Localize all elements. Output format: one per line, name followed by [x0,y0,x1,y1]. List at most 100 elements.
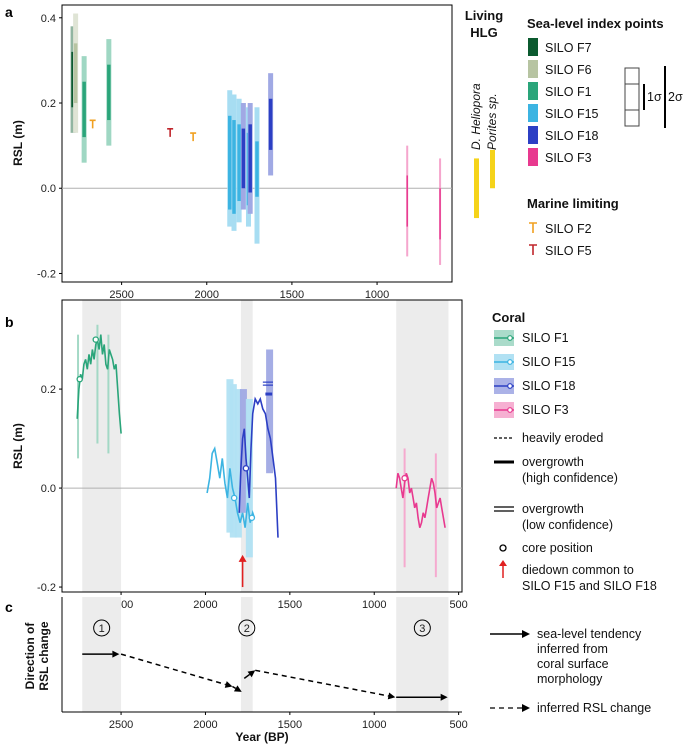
legend-swatch-f6 [528,60,538,78]
panel-c-shaded-interval [240,597,253,712]
legend-swatch-f1 [528,82,538,100]
inferred-change-arrow-head [387,692,396,700]
panel-c-xtick-label: 2500 [109,719,133,731]
panel-b-ytick-label: 0.2 [41,384,56,396]
series-line-f3 [395,472,446,528]
panel-a-chart: 0.4 0.2 0.0 -0.2 2500 2000 1500 1000 RSL (m) [11,4,453,301]
index-legend-title: Sea-level index points [527,16,664,31]
legend-tendency-arrowhead [522,630,530,638]
panel-a-xtick-label: 2500 [109,289,133,301]
sigma2-label: 2σ [668,90,683,104]
panel-a-xtick-label: 1500 [280,289,304,301]
legend-inferred-label: inferred RSL change [537,701,651,715]
panel-c-y-axis-label-2: RSL change [37,621,51,690]
coral-legend-label-f18: SILO F18 [522,379,576,393]
panel-a-ytick-label: 0.2 [41,98,56,110]
error-bar-f3 [403,448,406,568]
legend-marine-swatch-f2 [529,222,537,233]
series-line-f15 [206,446,256,528]
core-position-f15 [230,494,238,502]
error-bar-f3 [434,453,437,578]
error-bar-f18 [266,349,274,474]
legend-tendency-label-1: sea-level tendency [537,627,642,641]
legend-tendency-label-2: inferred from [537,642,608,656]
living-hlg-title-2: HLG [470,25,497,40]
tendency-arrow [232,685,237,690]
panel-c-y-axis-label-1: Direction of [23,622,37,690]
legend-swatch-f3 [528,148,538,166]
coral-legend-label-f15: SILO F15 [522,355,576,369]
interval-label-circle [93,619,111,637]
legend-swatch-f18 [528,126,538,144]
legend-label-f3: SILO F3 [545,151,592,165]
panel-c-chart: 2500 2000 1500 1000 500 1 2 3 Direction of RSL… [23,597,468,744]
panel-label-a: a [5,4,13,20]
legend-tendency-label-4: morphology [537,672,603,686]
index-point-f18-1sigma [241,128,246,189]
series-line-f18 [238,396,279,538]
living-hlg-bar [474,158,479,219]
legend-label-f6: SILO F6 [545,63,592,77]
core-position-f1 [76,375,83,383]
coral-legend: Coral SILO F1 SILO F15 SILO F18 SILO F3 hea… [492,310,657,593]
marine-limiting-f5 [167,128,174,137]
panel-c-xtick-label: 500 [449,719,467,731]
marine-limiting-f2 [89,119,96,129]
legend-diedown-label: diedown common to [522,563,634,577]
tendency-arrow-head [112,650,120,658]
core-position-f1 [92,336,100,343]
sigma-box-inner [624,83,640,111]
diedown-arrowhead [238,554,247,562]
panel-a-frame [61,4,453,283]
coral-legend-label-f1: SILO F1 [522,331,569,345]
legend-marine-swatch-f5 [529,244,537,255]
sigma1-label: 1σ [647,90,662,104]
panel-a-xtick-label: 2000 [195,289,219,301]
error-bar-f15 [234,389,242,538]
series-line-f1 [76,334,122,434]
tendency-arrow-head [233,685,242,692]
panel-b-ytick-label: -0.2 [37,582,56,594]
legend-overgrowth-low-label-2: (low confidence) [522,518,613,532]
legend-label-f18: SILO F18 [545,129,599,143]
index-point-f18-1sigma [248,124,252,193]
legend-marine-label-f5: SILO F5 [545,244,592,258]
index-point-f6-1sigma [73,43,78,104]
marine-legend-title: Marine limiting [527,196,619,211]
panel-a-ytick-label: 0.4 [41,13,56,25]
legend-core-label: core position [522,541,593,555]
panel-b-xtick-label: 500 [449,599,467,611]
tendency-arrow-head [247,670,256,678]
legend-swatch-f7 [528,38,538,56]
interval-label-circle [413,619,431,637]
direction-legend: sea-level tendency inferred from coral s… [490,627,651,715]
coral-legend-marker-f3 [507,407,513,413]
legend-diedown-arrowhead [499,560,507,566]
error-bar-f1 [107,334,110,454]
panel-c-xtick-label: 1000 [362,719,386,731]
panel-a-ytick-label: -0.2 [37,268,56,280]
coral-legend-marker-f1 [507,335,513,341]
index-point-f15-1sigma [237,124,241,202]
legend-marine-label-f2: SILO F2 [545,222,592,236]
legend-inferred-arrowhead [522,704,530,712]
index-point-f15-1sigma [255,141,259,197]
index-point-f15-1sigma [228,115,232,210]
legend-overgrowth-high-label: overgrowth [522,455,584,469]
core-position-f18 [242,465,250,472]
panel-a-xtick-label: 1000 [365,289,389,301]
sigma-box-outer [624,67,640,127]
error-bar-f15 [229,384,237,538]
legend-label-f15: SILO F15 [545,107,599,121]
legend-overgrowth-low-label: overgrowth [522,502,584,516]
living-hlg-legend: Living HLG D. Heliopora Porites sp. [465,8,503,219]
interval-label: 1 [99,623,105,635]
living-hlg-title-1: Living [465,8,503,23]
panel-b-xtick-label: 1000 [362,599,386,611]
index-point-f1-1sigma [107,64,111,121]
coral-legend-marker-f15 [507,359,513,365]
legend-eroded-label: heavily eroded [522,431,603,445]
index-point-f3-1sigma [439,188,441,240]
panel-c-shaded-interval [396,597,449,712]
